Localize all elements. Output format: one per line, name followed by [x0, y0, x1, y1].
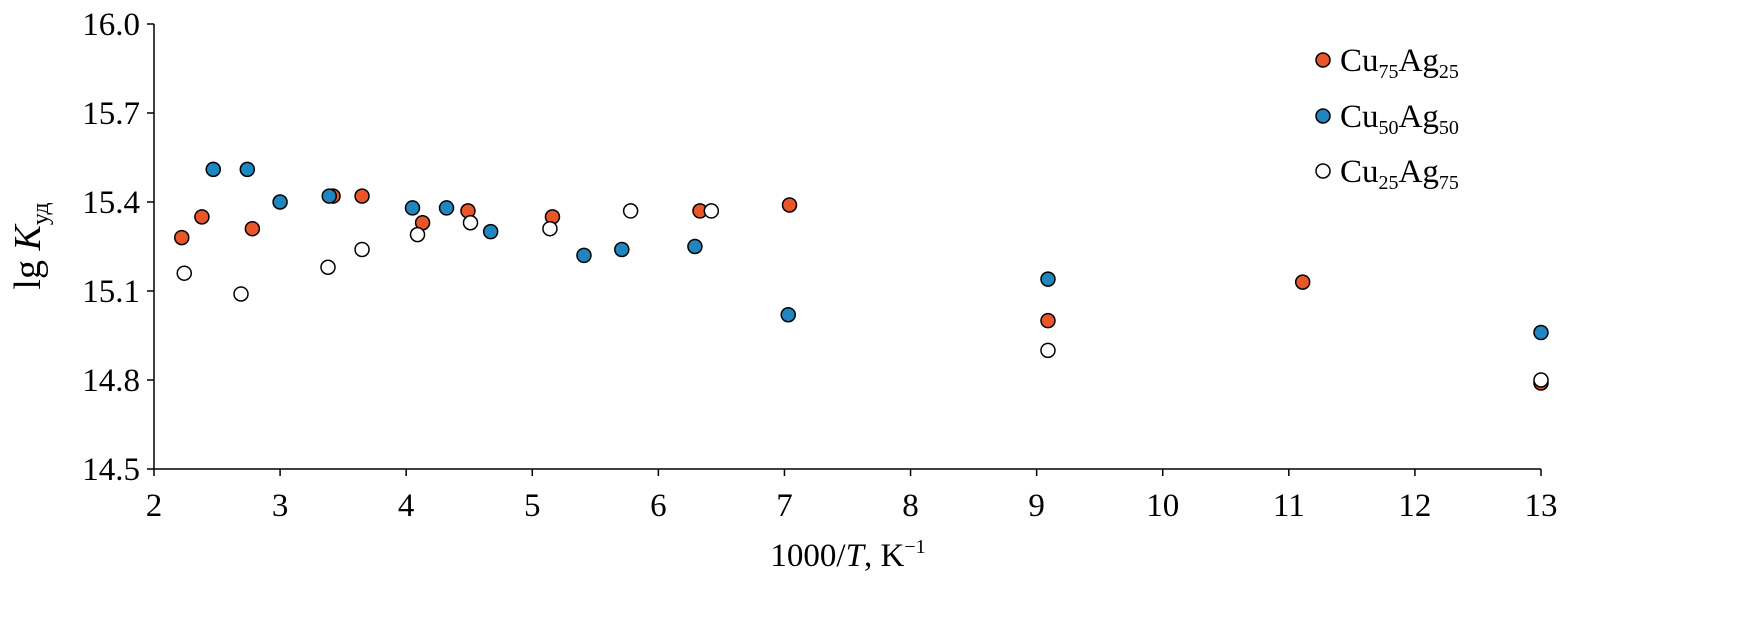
data-point-series-3 — [1040, 342, 1056, 359]
x-tick-label: 13 — [1525, 488, 1558, 524]
x-tick-label: 10 — [1146, 488, 1179, 524]
data-point-series-1 — [194, 209, 210, 225]
x-axis-label-prefix: 1000/ — [770, 538, 846, 574]
data-point-series-2 — [687, 238, 703, 255]
data-point-series-2 — [1040, 271, 1056, 287]
data-point-series-3 — [409, 226, 426, 243]
y-axis-label-var: K — [7, 224, 49, 252]
data-point-series-1 — [244, 220, 261, 237]
x-tick-label: 8 — [902, 488, 919, 524]
y-tick-label: 15.4 — [82, 185, 140, 221]
data-point-series-3 — [1533, 372, 1549, 388]
y-tick-label: 15.7 — [82, 96, 140, 132]
x-tick-label: 3 — [272, 488, 289, 524]
data-point-series-3 — [354, 241, 370, 258]
data-point-series-2 — [239, 161, 256, 178]
data-point-series-1 — [1040, 312, 1056, 329]
legend-label: Cu75Ag25 — [1340, 43, 1459, 83]
legend-label: Cu25Ag75 — [1340, 154, 1459, 194]
data-point-series-2 — [780, 306, 796, 323]
x-tick-label: 11 — [1273, 488, 1305, 524]
legend-label: Cu50Ag50 — [1340, 99, 1459, 139]
legend-marker — [1315, 108, 1331, 124]
y-ticks: 14.5 14.8 15.1 15.4 15.7 16.0 — [82, 7, 154, 488]
data-points — [173, 161, 1549, 391]
data-point-series-2 — [321, 188, 338, 204]
data-point-series-2 — [272, 194, 288, 210]
data-point-series-2 — [1533, 324, 1549, 341]
x-tick-label: 5 — [524, 488, 541, 524]
data-point-series-3 — [542, 220, 558, 237]
legend-marker — [1315, 52, 1331, 68]
data-point-series-2 — [438, 200, 455, 216]
data-point-series-3 — [462, 215, 479, 231]
y-tick-label: 16.0 — [82, 7, 140, 43]
y-tick-label: 14.8 — [82, 363, 140, 399]
x-tick-label: 12 — [1398, 488, 1431, 524]
data-point-series-3 — [233, 286, 249, 302]
y-tick-label: 14.5 — [82, 452, 140, 488]
data-point-series-3 — [320, 259, 336, 276]
x-tick-label: 6 — [650, 488, 667, 524]
x-tick-label: 9 — [1028, 488, 1045, 524]
x-axis-label-var: T — [846, 538, 867, 574]
data-point-series-3 — [703, 203, 720, 219]
data-point-series-2 — [614, 241, 630, 258]
data-point-series-1 — [1294, 274, 1311, 290]
x-axis-label-sup: −1 — [904, 536, 925, 558]
legend-marker — [1315, 163, 1331, 179]
x-axis-label: 1000/T, K−1 — [770, 536, 925, 574]
data-point-series-1 — [173, 229, 190, 246]
y-axis-label-sub: уд — [28, 202, 54, 225]
data-point-series-2 — [205, 161, 222, 178]
data-point-series-1 — [781, 197, 798, 213]
x-axis-label-unit: , K — [864, 538, 905, 574]
x-ticks: 2 3 4 5 6 7 8 9 10 11 12 13 — [146, 469, 1558, 524]
data-point-series-2 — [576, 247, 592, 264]
data-point-series-3 — [622, 203, 639, 219]
y-tick-label: 15.1 — [82, 274, 140, 310]
data-point-series-1 — [354, 188, 370, 204]
y-axis-label: lg Kуд — [7, 202, 54, 289]
x-tick-label: 7 — [776, 488, 793, 524]
data-point-series-3 — [176, 265, 193, 281]
x-tick-label: 4 — [398, 488, 415, 524]
legend: Cu75Ag25 Cu50Ag50 Cu25Ag75 — [1315, 43, 1459, 194]
data-point-series-2 — [404, 200, 421, 216]
y-axis-label-prefix: lg — [7, 251, 49, 290]
axes — [153, 24, 1541, 470]
data-point-series-2 — [482, 223, 499, 240]
x-tick-label: 2 — [146, 488, 163, 524]
